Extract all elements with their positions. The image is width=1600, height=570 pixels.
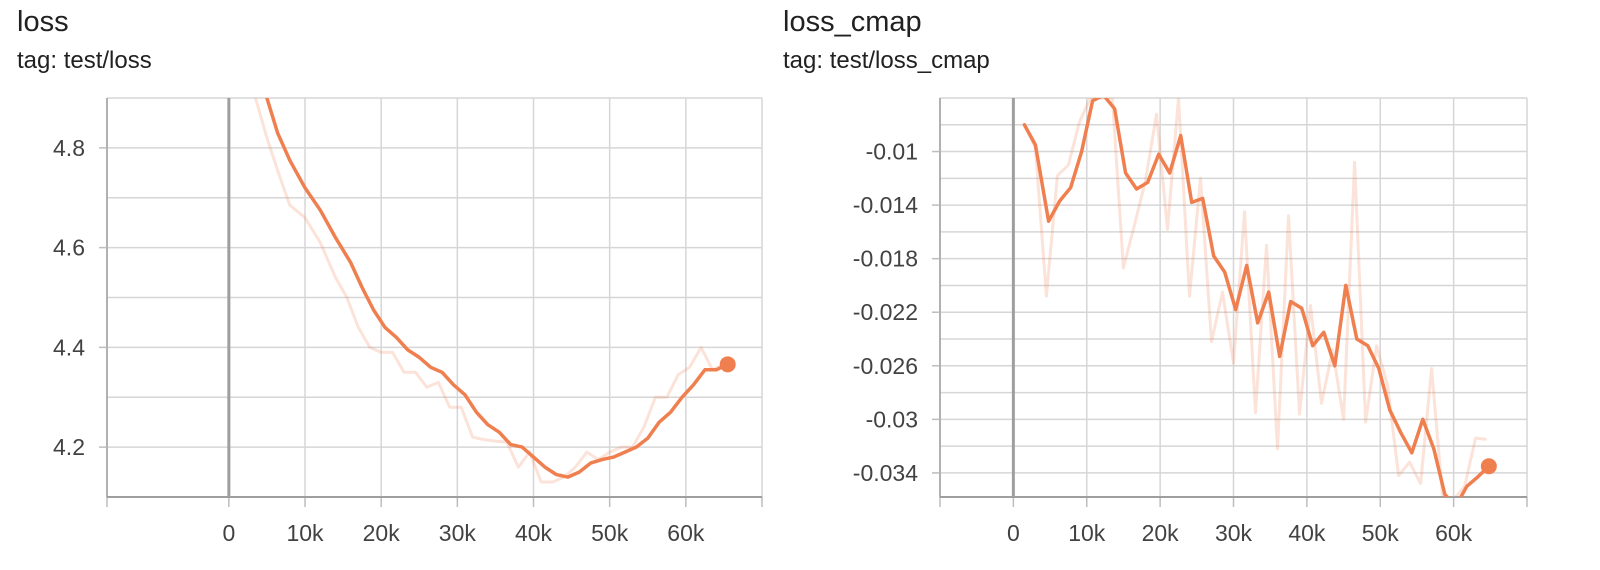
y-tick-label: -0.022 [853, 299, 918, 325]
x-tick-label: 20k [1142, 520, 1180, 546]
chart-subtitle: tag: test/loss_cmap [783, 47, 990, 74]
x-tick-label: 40k [1288, 520, 1326, 546]
last-point-marker [1480, 458, 1497, 475]
plot-area [1022, 98, 1491, 497]
chart-panel-loss-cmap: loss_cmap tag: test/loss_cmap 0 10k 20k 30k… [783, 0, 1600, 570]
x-tick-label: 0 [222, 520, 235, 546]
chart-panel-loss: loss tag: test/loss 0 10k 20k 30k 40k 50k 60k 4… [0, 0, 790, 570]
chart-title: loss [17, 6, 69, 38]
chart-title: loss_cmap [783, 6, 922, 38]
grid [932, 97, 1528, 507]
x-tick-label: 20k [363, 520, 401, 546]
y-tick-label: -0.026 [853, 353, 918, 379]
x-tick-label: 10k [286, 520, 324, 546]
series-smoothed-line [265, 98, 730, 479]
series-raw-line [1023, 98, 1487, 497]
x-tick-label: 30k [1215, 520, 1253, 546]
x-tick-label: 10k [1068, 520, 1106, 546]
y-tick-label: 4.6 [53, 235, 85, 261]
series-raw-line [254, 98, 725, 484]
y-tick-label: -0.03 [866, 406, 918, 432]
x-tick-label: 50k [1362, 520, 1400, 546]
y-tick-label: 4.8 [53, 135, 85, 161]
x-tick-label: 40k [515, 520, 553, 546]
loss-chart[interactable]: 0 10k 20k 30k 40k 50k 60k 4.2 4.4 4.6 4.8 [0, 0, 790, 570]
plot-area [254, 98, 730, 484]
last-point-marker [719, 356, 736, 373]
x-tick-label: 30k [439, 520, 477, 546]
series-smoothed-line [1022, 98, 1491, 497]
grid [99, 97, 763, 507]
y-tick-label: 4.2 [53, 434, 85, 460]
y-tick-label: -0.01 [866, 139, 918, 165]
loss-cmap-chart[interactable]: 0 10k 20k 30k 40k 50k 60k -0.01 -0.014 -0.018 -0.0… [790, 0, 1600, 570]
y-tick-label: -0.034 [853, 460, 918, 486]
chart-subtitle: tag: test/loss [17, 47, 152, 74]
x-tick-label: 60k [1435, 520, 1473, 546]
x-tick-label: 0 [1007, 520, 1020, 546]
y-tick-label: -0.014 [853, 192, 918, 218]
y-tick-label: 4.4 [53, 334, 85, 360]
x-tick-label: 50k [591, 520, 629, 546]
y-tick-label: -0.018 [853, 246, 918, 272]
x-tick-label: 60k [667, 520, 705, 546]
